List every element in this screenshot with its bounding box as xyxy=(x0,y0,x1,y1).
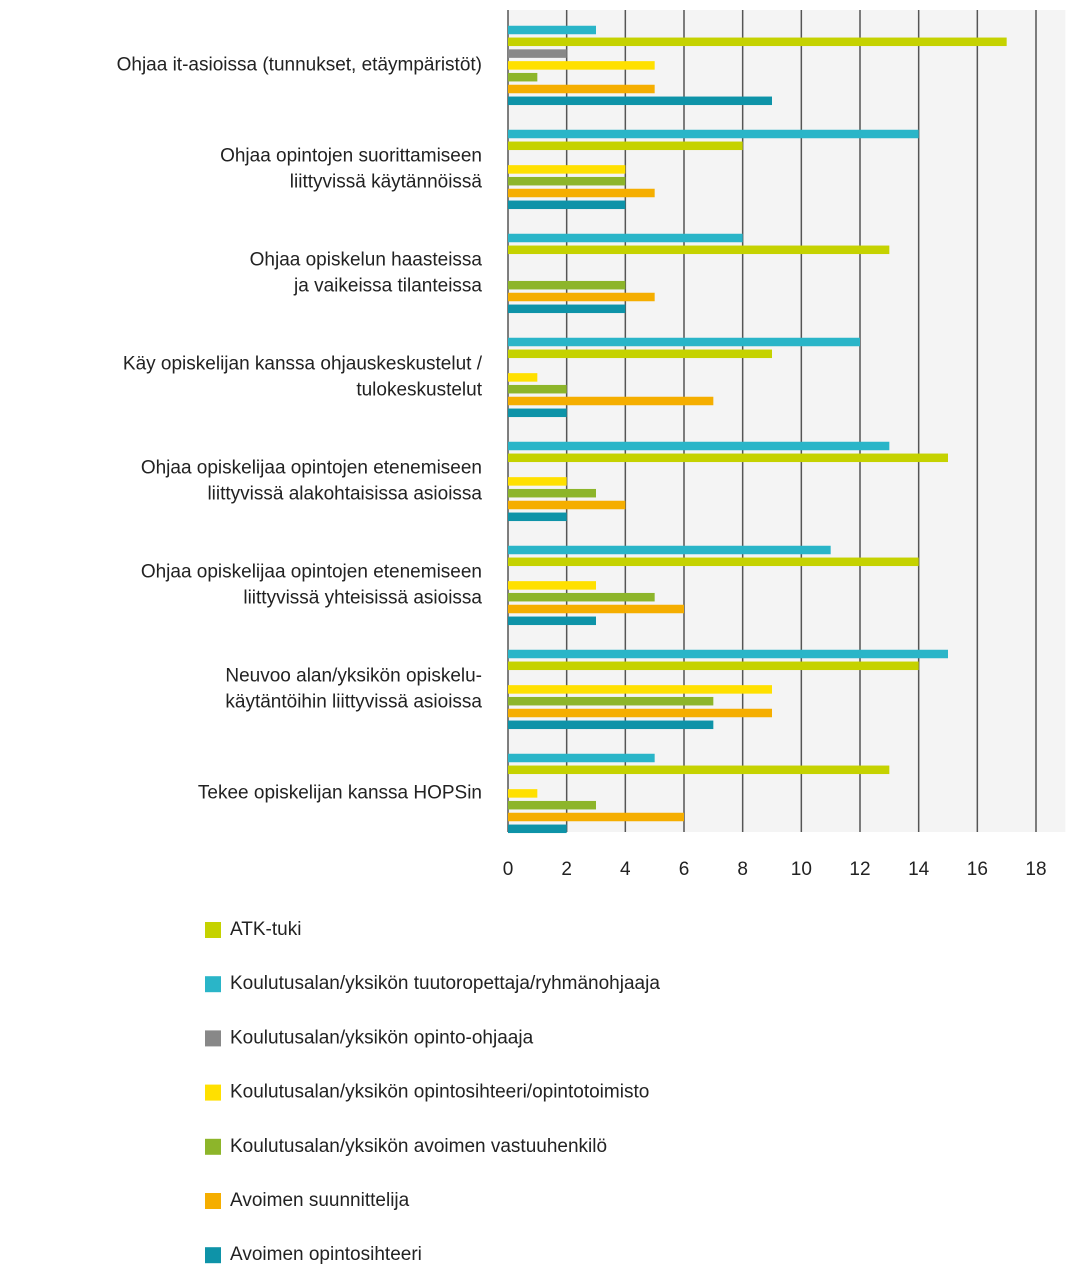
bar xyxy=(508,384,567,394)
legend-label: ATK-tuki xyxy=(230,919,301,940)
bar xyxy=(508,477,567,486)
legend-label: Koulutusalan/yksikön avoimen vastuuhenki… xyxy=(230,1136,607,1157)
category-label: Ohjaa it-asioissa (tunnukset, etäympäris… xyxy=(117,54,482,75)
category-label: Käy opiskelijan kanssa ohjauskeskustelut… xyxy=(123,353,483,374)
legend-swatch xyxy=(205,976,221,993)
bar xyxy=(508,765,890,775)
bar xyxy=(508,233,743,243)
bar xyxy=(508,49,567,58)
bar xyxy=(508,408,567,418)
bar xyxy=(508,512,567,522)
bar xyxy=(508,812,684,822)
x-tick-label: 8 xyxy=(737,859,748,880)
category-label: tulokeskustelut xyxy=(356,379,482,400)
bar xyxy=(508,753,655,763)
bar xyxy=(508,280,626,290)
bar xyxy=(508,708,772,718)
bar xyxy=(508,649,948,659)
bar xyxy=(508,84,655,94)
category-label: liittyvissä käytännöissä xyxy=(290,171,483,192)
category-label: liittyvissä alakohtaisissa asioissa xyxy=(207,483,482,504)
x-tick-label: 2 xyxy=(561,859,572,880)
category-label: Ohjaa opiskelun haasteissa xyxy=(250,249,483,270)
legend-label: Koulutusalan/yksikön tuutoropettaja/ryhm… xyxy=(230,973,660,994)
bar xyxy=(508,592,655,602)
legend-swatch xyxy=(205,1193,221,1209)
legend-label: Koulutusalan/yksikön opintosihteeri/opin… xyxy=(230,1082,649,1103)
bar xyxy=(508,188,655,198)
bar xyxy=(508,304,626,314)
x-tick-label: 0 xyxy=(503,859,514,880)
category-label: Ohjaa opiskelijaa opintojen etenemiseen xyxy=(141,457,482,478)
category-label: Tekee opiskelijan kanssa HOPSin xyxy=(198,782,482,803)
bar xyxy=(508,200,626,210)
x-tick-label: 18 xyxy=(1025,859,1046,880)
bar xyxy=(508,25,596,35)
bar xyxy=(508,800,596,810)
x-tick-label: 6 xyxy=(679,859,690,880)
bar xyxy=(508,61,655,70)
x-tick-label: 4 xyxy=(620,859,631,880)
bar xyxy=(508,292,655,302)
bar xyxy=(508,545,831,555)
category-label: ja vaikeissa tilanteissa xyxy=(293,275,482,296)
category-label: Ohjaa opintojen suorittamiseen xyxy=(220,145,482,166)
bar xyxy=(508,245,890,255)
legend-swatch xyxy=(205,922,221,938)
legend-swatch xyxy=(205,1247,221,1264)
x-tick-label: 10 xyxy=(791,859,812,880)
bar xyxy=(508,720,714,730)
legend-label: Avoimen suunnittelija xyxy=(230,1190,410,1211)
bar xyxy=(508,141,743,151)
bar xyxy=(508,500,626,510)
legend-swatch xyxy=(205,1138,221,1155)
bar xyxy=(508,824,567,834)
bar xyxy=(508,581,596,590)
bar xyxy=(508,661,919,671)
bar xyxy=(508,176,626,186)
bar xyxy=(508,96,772,106)
bar xyxy=(508,72,538,82)
bar xyxy=(508,165,626,174)
legend-label: Koulutusalan/yksikön opinto-ohjaaja xyxy=(230,1027,534,1048)
bar xyxy=(508,441,890,451)
bar xyxy=(508,373,538,382)
bar xyxy=(508,604,684,614)
bar xyxy=(508,488,596,498)
bar xyxy=(508,789,538,798)
bar xyxy=(508,453,948,463)
bar xyxy=(508,129,919,139)
category-label: käytäntöihin liittyvissä asioissa xyxy=(225,691,482,712)
category-label: Neuvoo alan/yksikön opiskelu- xyxy=(225,665,482,686)
bar xyxy=(508,337,860,347)
legend-label: Avoimen opintosihteeri xyxy=(230,1244,422,1264)
bar xyxy=(508,557,919,567)
legend-swatch xyxy=(205,1084,221,1101)
bar xyxy=(508,349,772,359)
legend-swatch xyxy=(205,1030,221,1047)
x-tick-label: 12 xyxy=(849,859,870,880)
bar xyxy=(508,685,772,694)
x-tick-label: 14 xyxy=(908,859,930,880)
bar xyxy=(508,616,596,626)
x-tick-label: 16 xyxy=(967,859,988,880)
bar xyxy=(508,696,714,706)
category-label: liittyvissä yhteisissä asioissa xyxy=(243,587,482,608)
bar xyxy=(508,37,1007,47)
bar xyxy=(508,396,714,406)
category-label: Ohjaa opiskelijaa opintojen etenemiseen xyxy=(141,561,482,582)
